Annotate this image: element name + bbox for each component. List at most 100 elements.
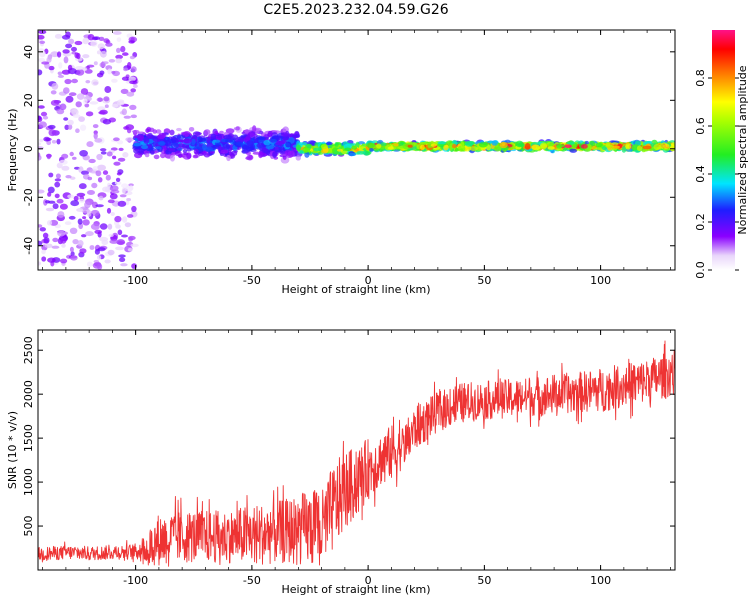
heatmap-cell: [85, 111, 94, 117]
heatmap-cell: [93, 36, 101, 40]
heatmap-cell: [48, 65, 55, 71]
heatmap-cell: [126, 91, 135, 97]
heatmap-cell: [420, 144, 425, 150]
heatmap-cell: [337, 148, 343, 152]
heatmap-cell: [93, 132, 98, 140]
heatmap-cell: [332, 147, 340, 155]
heatmap-cell: [115, 177, 121, 182]
heatmap-cell: [147, 132, 153, 139]
heatmap-cell: [219, 130, 224, 134]
heatmap-cell: [100, 50, 107, 58]
heatmap-cell: [97, 43, 106, 50]
heatmap-cell: [100, 151, 107, 155]
heatmap-cell: [247, 131, 256, 137]
heatmap-cell: [77, 198, 86, 203]
heatmap-cell: [178, 139, 185, 143]
heatmap-y-axis-label: Frequency (Hz): [6, 109, 19, 192]
heatmap-cell: [659, 143, 665, 149]
heatmap-cell: [60, 258, 68, 264]
heatmap-cell: [92, 81, 99, 85]
heatmap-cell: [344, 147, 352, 151]
heatmap-cell: [157, 134, 166, 139]
y-tick-label: 2500: [22, 336, 35, 364]
heatmap-cell: [65, 43, 73, 49]
heatmap-cell: [122, 52, 129, 56]
snr-panel: -100 -50 0 50 100 500 1000 1500 2000 2500 Height…: [6, 329, 676, 596]
y-tick-label: 1000: [22, 468, 35, 496]
heatmap-cell: [56, 138, 61, 145]
heatmap-cell: [75, 101, 82, 108]
heatmap-cell: [112, 155, 117, 160]
heatmap-cell: [96, 50, 102, 55]
heatmap-cell: [67, 124, 73, 130]
heatmap-cell: [38, 142, 42, 146]
colorbar-label: Normalized spectral amplitude: [736, 65, 749, 234]
heatmap-cell: [84, 103, 90, 108]
heatmap-cell: [58, 62, 63, 69]
heatmap-cell: [56, 198, 64, 204]
x-tick-label: 0: [365, 574, 372, 587]
heatmap-cell: [42, 232, 49, 239]
heatmap-cell: [57, 230, 66, 237]
x-tick-label: -50: [243, 574, 261, 587]
heatmap-cell: [45, 137, 52, 142]
heatmap-cell: [116, 37, 122, 42]
heatmap-cell: [83, 98, 88, 105]
heatmap-cell: [303, 146, 309, 153]
snr-x-ticks: -100 -50 0 50 100: [42, 330, 671, 587]
heatmap-cell: [169, 129, 175, 136]
heatmap-cell: [564, 144, 573, 148]
heatmap-y-ticks: -40 -20 0 20 40: [22, 45, 675, 255]
heatmap-cell: [48, 200, 56, 204]
heatmap-cell: [80, 88, 89, 95]
heatmap-cell: [120, 263, 128, 267]
heatmap-cell: [44, 243, 53, 249]
y-tick-label: 40: [22, 45, 35, 59]
heatmap-cell: [99, 62, 106, 68]
heatmap-cell: [491, 140, 498, 146]
heatmap-cell: [92, 124, 99, 129]
heatmap-cell: [269, 138, 277, 143]
heatmap-cell: [115, 54, 123, 60]
heatmap-cell: [256, 143, 266, 149]
heatmap-cell: [64, 221, 72, 226]
heatmap-cell: [51, 82, 59, 90]
heatmap-cell: [46, 56, 52, 63]
heatmap-cell: [625, 143, 631, 150]
heatmap-cell: [184, 132, 190, 137]
heatmap-cell: [310, 145, 316, 149]
heatmap-cell: [126, 198, 131, 202]
heatmap-cell: [57, 74, 64, 78]
heatmap-cell: [97, 177, 103, 183]
heatmap-cell: [111, 78, 118, 83]
heatmap-cell: [160, 152, 166, 159]
heatmap-cell: [246, 140, 254, 146]
heatmap-x-ticks: -100 -50 0 50 100: [42, 30, 671, 287]
heatmap-cell: [95, 204, 104, 208]
heatmap-cell: [611, 145, 621, 149]
heatmap-cell: [252, 151, 261, 155]
heatmap-cell: [419, 141, 427, 146]
heatmap-cell: [54, 33, 63, 39]
heatmap-cell: [133, 142, 142, 147]
heatmap-cell: [130, 243, 139, 248]
heatmap-cell: [569, 148, 577, 153]
heatmap-cell: [86, 261, 93, 267]
heatmap-cell: [120, 45, 126, 53]
heatmap-cell: [106, 151, 113, 157]
heatmap-cell: [46, 220, 53, 226]
heatmap-cell: [206, 136, 211, 144]
heatmap-cell: [82, 216, 87, 220]
heatmap-cell: [104, 86, 112, 93]
heatmap-cell: [129, 55, 135, 60]
colorbar-ticks: 0.0 0.2 0.4 0.6 0.8: [694, 69, 739, 279]
heatmap-cell: [73, 195, 79, 202]
heatmap-cell: [186, 152, 192, 160]
heatmap-cell: [499, 141, 508, 149]
heatmap-cell: [52, 203, 59, 210]
heatmap-cell: [127, 214, 134, 218]
heatmap-cell: [71, 109, 79, 116]
heatmap-cell: [38, 189, 45, 194]
colorbar-tick-label: 0.0: [694, 261, 707, 279]
heatmap-cell: [320, 144, 328, 150]
